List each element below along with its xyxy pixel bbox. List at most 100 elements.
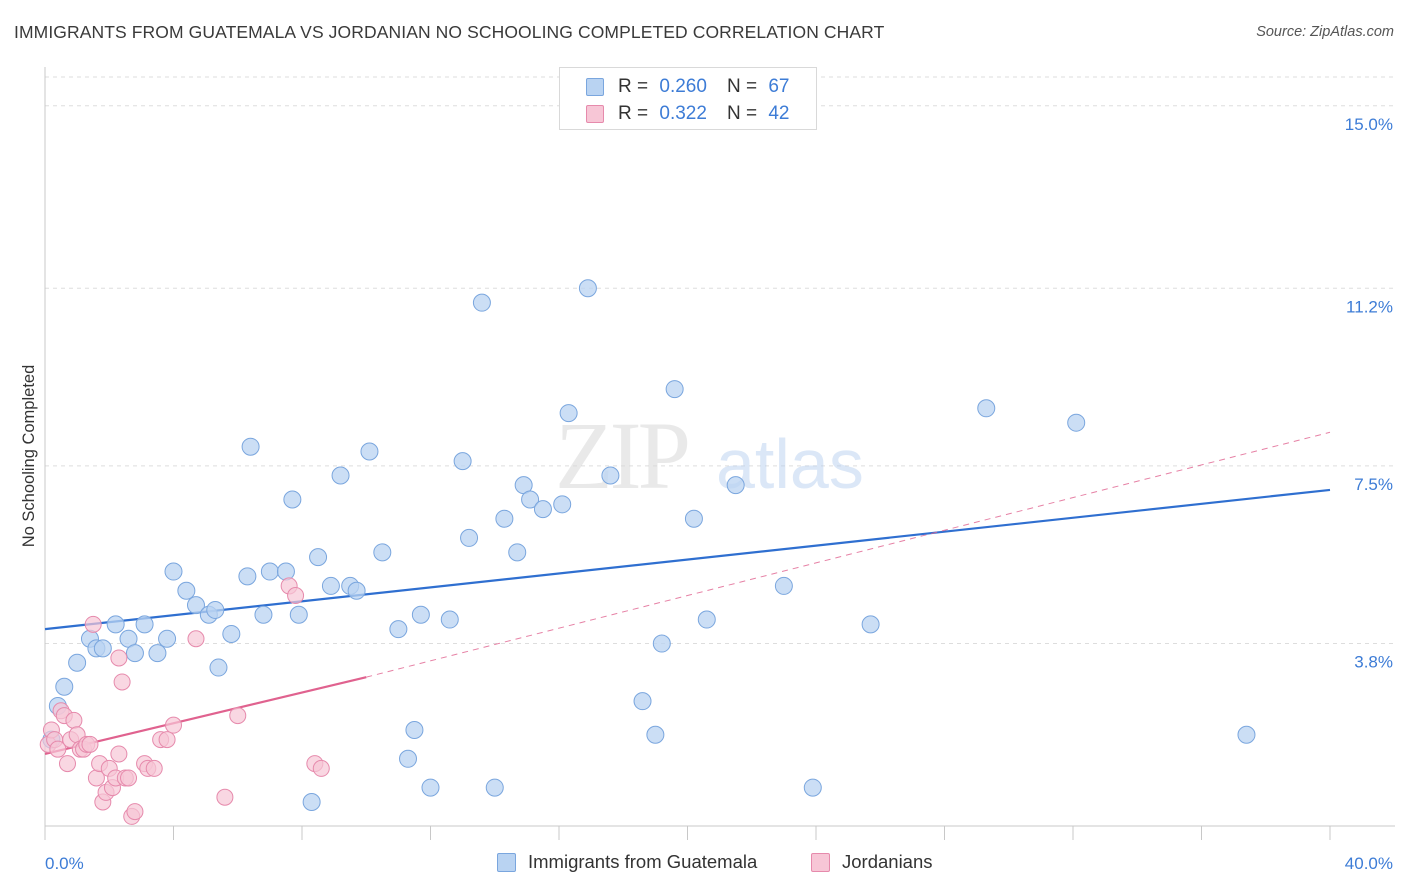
data-points — [39, 279, 1256, 825]
point-guatemala — [601, 466, 620, 485]
chart-title: IMMIGRANTS FROM GUATEMALA VS JORDANIAN N… — [14, 22, 885, 42]
y-tick-label: 11.2% — [1346, 297, 1393, 316]
point-guatemala — [289, 605, 308, 624]
point-guatemala — [260, 562, 279, 581]
point-guatemala — [803, 778, 822, 797]
legend-item-guatemala[interactable]: Immigrants from Guatemala — [497, 851, 757, 873]
point-guatemala — [485, 778, 504, 797]
legend-n-label: N = — [726, 103, 758, 124]
point-guatemala — [578, 279, 597, 298]
point-guatemala — [209, 658, 228, 677]
point-guatemala — [373, 543, 392, 562]
trend-line-guatemala — [44, 488, 1331, 631]
legend-row-jordanians: R = 0.322 N = 42 — [586, 101, 789, 127]
point-guatemala — [774, 576, 793, 595]
point-jordanians — [120, 769, 138, 787]
point-guatemala — [460, 528, 479, 547]
point-guatemala — [158, 629, 177, 648]
legend-n-label: N = — [726, 76, 758, 97]
point-guatemala — [665, 380, 684, 399]
point-guatemala — [405, 720, 424, 739]
legend-n-value: 42 — [768, 103, 790, 124]
point-guatemala — [331, 466, 350, 485]
point-guatemala — [186, 596, 205, 615]
point-guatemala — [389, 620, 408, 639]
point-guatemala — [521, 490, 540, 509]
point-guatemala — [533, 500, 552, 519]
point-jordanians — [165, 716, 182, 734]
point-guatemala — [283, 490, 302, 509]
point-guatemala — [206, 600, 225, 619]
point-jordanians — [312, 759, 330, 777]
point-jordanians — [287, 587, 305, 605]
point-jordanians — [81, 735, 99, 753]
y-tick-label: 15.0% — [1345, 115, 1393, 134]
point-guatemala — [399, 749, 418, 768]
legend-swatch-pink — [811, 852, 830, 872]
legend-n-value: 67 — [768, 76, 790, 97]
point-guatemala — [440, 610, 459, 629]
trend-line-jordanians-extended — [366, 431, 1331, 678]
point-jordanians — [113, 673, 131, 691]
legend-swatch-pink — [586, 105, 604, 123]
point-guatemala — [135, 615, 154, 634]
legend-item-jordanians[interactable]: Jordanians — [811, 851, 933, 873]
point-guatemala — [222, 624, 241, 643]
point-guatemala — [254, 605, 273, 624]
watermark: ZIP — [555, 402, 688, 509]
point-guatemala — [302, 792, 321, 811]
point-jordanians — [84, 615, 102, 633]
point-guatemala — [684, 509, 703, 528]
point-jordanians — [229, 707, 247, 725]
point-guatemala — [453, 452, 472, 471]
legend-label-guatemala: Immigrants from Guatemala — [528, 851, 758, 872]
point-guatemala — [276, 562, 295, 581]
x-tick-label-max: 40.0% — [1345, 854, 1393, 873]
point-guatemala — [726, 476, 745, 495]
x-tick-label-min: 0.0% — [45, 854, 84, 873]
point-guatemala — [1237, 725, 1256, 744]
trend-line-jordanians — [44, 676, 367, 756]
point-guatemala — [241, 437, 260, 456]
legend-r-label: R = — [618, 76, 649, 97]
point-guatemala — [68, 653, 87, 672]
point-guatemala — [472, 293, 491, 312]
point-jordanians — [65, 711, 83, 729]
point-jordanians — [158, 731, 176, 749]
point-guatemala — [347, 581, 366, 600]
point-jordanians — [145, 759, 163, 777]
axes — [44, 67, 1395, 840]
point-guatemala — [177, 581, 196, 600]
point-guatemala — [55, 677, 74, 696]
point-guatemala — [652, 634, 671, 653]
legend-r-label: R = — [618, 103, 649, 124]
point-jordanians — [126, 803, 144, 821]
y-tick-label: 7.5% — [1354, 475, 1393, 494]
point-guatemala — [495, 509, 514, 528]
point-guatemala — [309, 548, 328, 567]
legend-r-value: 0.260 — [659, 76, 707, 97]
y-tick-label: 3.8% — [1354, 653, 1393, 672]
point-guatemala — [411, 605, 430, 624]
point-guatemala — [125, 644, 144, 663]
point-guatemala — [646, 725, 665, 744]
point-jordanians — [58, 755, 76, 773]
correlation-legend: R = 0.260 N = 67 R = 0.322 N = 42 — [559, 67, 817, 130]
point-guatemala — [164, 562, 183, 581]
y-axis-label: No Schooling Completed — [20, 365, 38, 548]
point-jordanians — [216, 788, 234, 806]
point-guatemala — [553, 495, 572, 514]
point-guatemala — [559, 404, 578, 423]
series-legend: Immigrants from Guatemala Jordanians — [0, 851, 1406, 879]
point-guatemala — [697, 610, 716, 629]
trend-lines — [44, 431, 1331, 756]
point-guatemala — [421, 778, 440, 797]
point-guatemala — [321, 576, 340, 595]
legend-swatch-blue — [586, 78, 604, 96]
source-note: Source: ZipAtlas.com — [1256, 24, 1394, 40]
point-guatemala — [106, 615, 125, 634]
point-guatemala — [508, 543, 527, 562]
point-jordanians — [110, 745, 128, 763]
point-jordanians — [49, 740, 67, 758]
